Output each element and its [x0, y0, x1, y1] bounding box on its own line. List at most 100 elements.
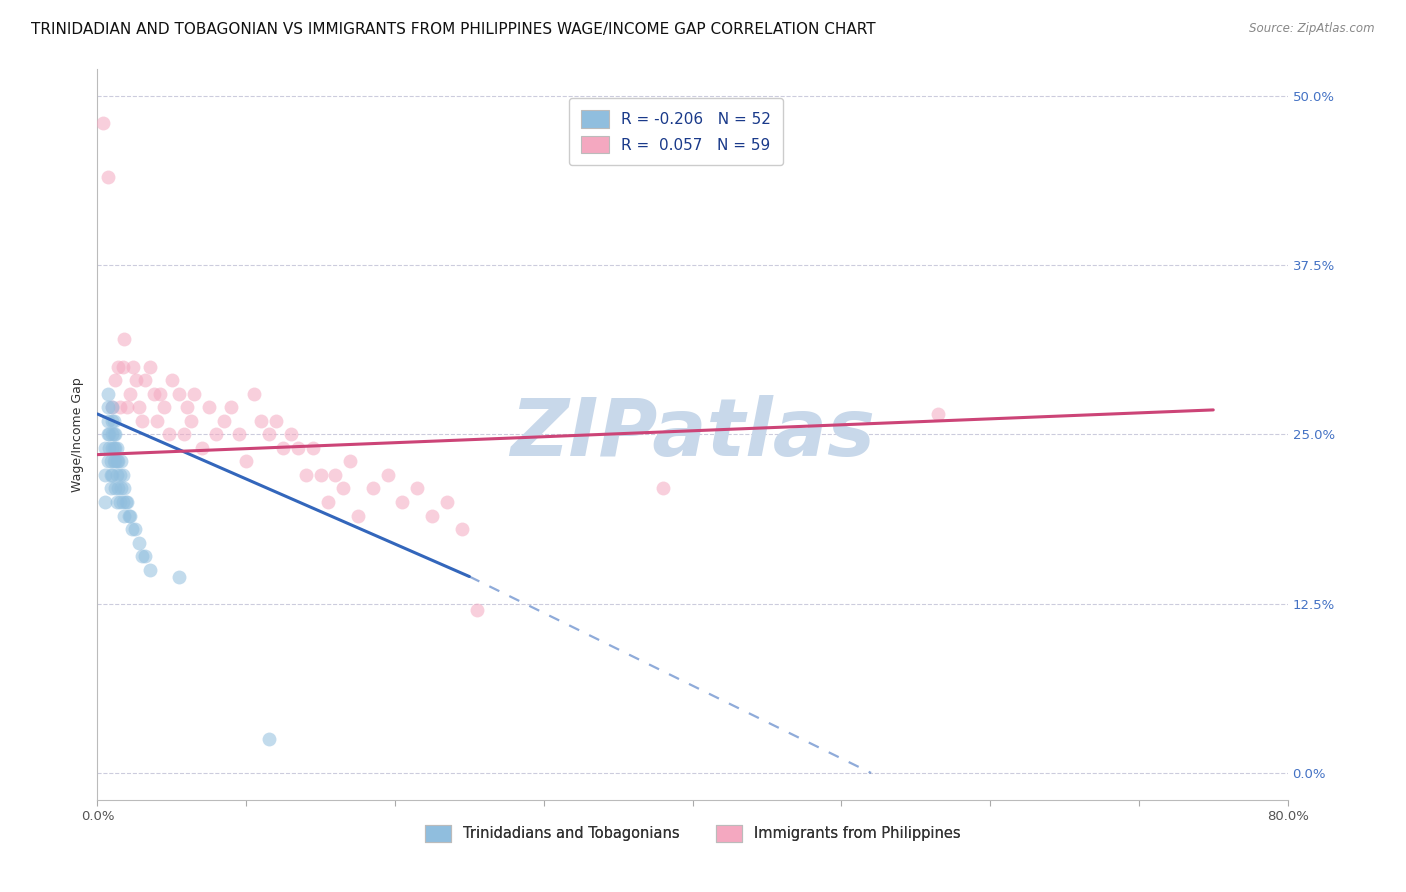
Point	[97, 414, 120, 428]
Point	[101, 400, 124, 414]
Point	[97, 169, 120, 184]
Point	[101, 441, 124, 455]
Point	[124, 522, 146, 536]
Point	[100, 467, 122, 482]
Point	[651, 482, 673, 496]
Point	[98, 427, 121, 442]
Point	[235, 454, 257, 468]
Point	[128, 400, 150, 414]
Point	[242, 386, 264, 401]
Point	[198, 400, 221, 414]
Point	[97, 400, 120, 414]
Point	[346, 508, 368, 523]
Point	[257, 732, 280, 747]
Point	[160, 373, 183, 387]
Point	[391, 495, 413, 509]
Point	[294, 467, 316, 482]
Point	[332, 482, 354, 496]
Point	[176, 400, 198, 414]
Point	[465, 603, 488, 617]
Point	[120, 386, 142, 401]
Point	[115, 400, 138, 414]
Point	[103, 454, 125, 468]
Point	[108, 495, 131, 509]
Point	[128, 535, 150, 549]
Point	[361, 482, 384, 496]
Y-axis label: Wage/Income Gap: Wage/Income Gap	[72, 377, 84, 491]
Point	[377, 467, 399, 482]
Point	[143, 386, 166, 401]
Point	[228, 427, 250, 442]
Point	[167, 569, 190, 583]
Legend: Trinidadians and Tobagonians, Immigrants from Philippines: Trinidadians and Tobagonians, Immigrants…	[419, 819, 966, 847]
Point	[339, 454, 361, 468]
Point	[451, 522, 474, 536]
Point	[108, 467, 131, 482]
Point	[273, 441, 295, 455]
Point	[107, 359, 129, 374]
Point	[108, 400, 131, 414]
Point	[105, 454, 128, 468]
Point	[325, 467, 347, 482]
Point	[97, 454, 120, 468]
Point	[112, 482, 135, 496]
Point	[110, 454, 132, 468]
Point	[105, 441, 128, 455]
Point	[107, 482, 129, 496]
Point	[153, 400, 176, 414]
Point	[107, 454, 129, 468]
Point	[101, 414, 124, 428]
Point	[221, 400, 243, 414]
Point	[111, 495, 134, 509]
Point	[131, 549, 153, 564]
Point	[134, 549, 156, 564]
Point	[101, 467, 124, 482]
Point	[167, 386, 190, 401]
Point	[120, 508, 142, 523]
Point	[134, 373, 156, 387]
Point	[406, 482, 429, 496]
Point	[257, 427, 280, 442]
Point	[316, 495, 339, 509]
Point	[927, 407, 949, 421]
Text: Source: ZipAtlas.com: Source: ZipAtlas.com	[1250, 22, 1375, 36]
Point	[190, 441, 212, 455]
Point	[157, 427, 180, 442]
Point	[112, 333, 135, 347]
Point	[212, 414, 235, 428]
Point	[114, 495, 136, 509]
Point	[97, 386, 120, 401]
Point	[122, 359, 145, 374]
Point	[138, 563, 160, 577]
Point	[103, 427, 125, 442]
Point	[302, 441, 325, 455]
Point	[112, 508, 135, 523]
Point	[118, 508, 141, 523]
Point	[121, 522, 143, 536]
Point	[105, 495, 128, 509]
Point	[146, 414, 169, 428]
Point	[103, 414, 125, 428]
Point	[131, 414, 153, 428]
Point	[436, 495, 458, 509]
Text: ZIPatlas: ZIPatlas	[510, 395, 875, 474]
Point	[110, 482, 132, 496]
Point	[104, 454, 127, 468]
Point	[94, 467, 117, 482]
Point	[105, 467, 128, 482]
Point	[264, 414, 287, 428]
Point	[138, 359, 160, 374]
Point	[93, 116, 115, 130]
Point	[94, 441, 117, 455]
Point	[309, 467, 332, 482]
Point	[287, 441, 309, 455]
Point	[183, 386, 205, 401]
Point	[420, 508, 443, 523]
Point	[104, 482, 127, 496]
Point	[97, 427, 120, 442]
Point	[104, 373, 127, 387]
Point	[149, 386, 172, 401]
Point	[111, 359, 134, 374]
Point	[125, 373, 148, 387]
Point	[94, 495, 117, 509]
